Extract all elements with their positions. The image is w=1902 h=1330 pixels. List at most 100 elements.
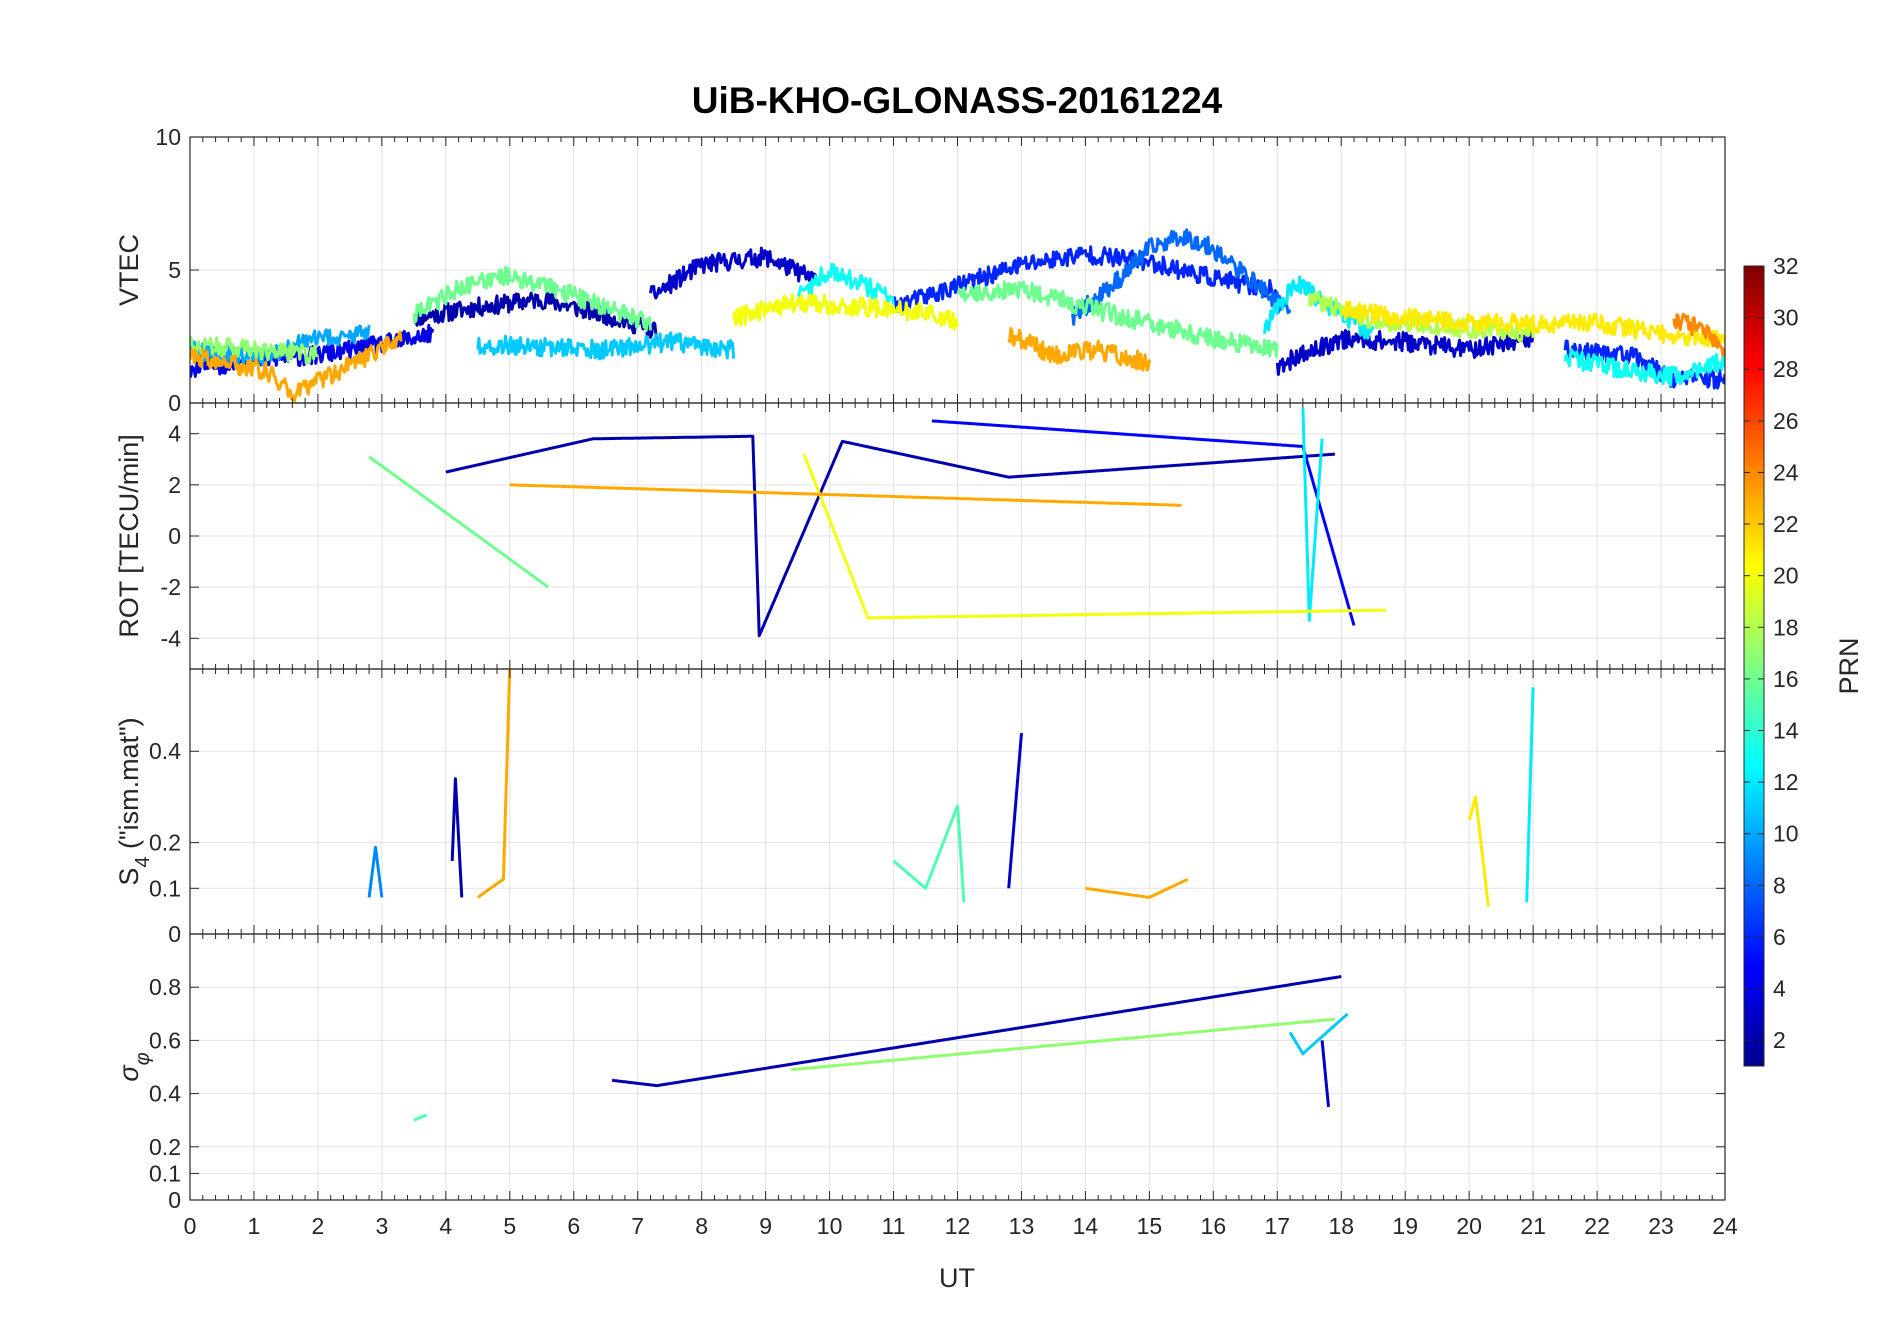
y-tick-label: 4 <box>168 421 181 447</box>
series-line-prn3 <box>1320 1040 1330 1108</box>
y-tick-label: 0.1 <box>149 875 181 901</box>
panel-3: 00.10.20.4S4 ("ism.mat") <box>114 668 1726 947</box>
x-tick-label: 24 <box>1712 1213 1738 1239</box>
y-tick-label: 0 <box>168 1187 181 1213</box>
colorbar-tick-label: 30 <box>1773 305 1799 331</box>
series-line-prn20 <box>802 453 1387 620</box>
series-line-prn17 <box>190 336 320 365</box>
series-line-prn3 <box>1275 327 1535 376</box>
x-tick-label: 6 <box>567 1213 580 1239</box>
series-line-prn2 <box>412 291 659 341</box>
panel-data <box>367 669 1535 907</box>
series-line-prn2 <box>611 975 1342 1088</box>
series-line-prn10 <box>190 324 371 367</box>
y-tick-label: 0 <box>168 523 181 549</box>
y-tick-label: 0.6 <box>149 1027 181 1053</box>
colorbar-gradient <box>1743 265 1765 1067</box>
series-line-prn20 <box>732 293 959 331</box>
series-line-prn15 <box>892 804 966 903</box>
series-line-prn23 <box>190 330 403 403</box>
series-line-prn13 <box>1563 348 1725 387</box>
colorbar-tick-label: 32 <box>1773 253 1799 279</box>
series-line-prn12 <box>1301 408 1324 622</box>
x-tick-label: 5 <box>503 1213 516 1239</box>
series-line-prn23 <box>509 483 1182 507</box>
colorbar-tick-label: 12 <box>1773 769 1799 795</box>
chart-title: UiB-KHO-GLONASS-20161224 <box>692 80 1223 121</box>
series-line-prn2 <box>445 434 1336 638</box>
y-axis-label-main: VTEC <box>114 234 144 306</box>
y-axis-label-main: ROT [TECU/min] <box>114 434 144 638</box>
y-axis-label-sub: φ <box>132 1052 154 1065</box>
panel-data <box>368 408 1387 638</box>
panel-data <box>413 975 1349 1122</box>
series-line-prn8 <box>1071 228 1292 326</box>
panel-grid <box>189 934 1726 1201</box>
x-tick-label: 20 <box>1456 1213 1482 1239</box>
x-tick-label: 8 <box>695 1213 708 1239</box>
series-line-prn11 <box>1288 1012 1349 1056</box>
x-tick-label: 14 <box>1073 1213 1099 1239</box>
y-tick-label: 0.1 <box>149 1160 181 1186</box>
y-axis-label: VTEC <box>114 234 144 306</box>
y-tick-label: 0.2 <box>149 830 181 856</box>
x-tick-label: 16 <box>1201 1213 1227 1239</box>
colorbar-tick-label: 4 <box>1773 976 1786 1002</box>
series-line-prn5 <box>931 419 1356 626</box>
x-tick-label: 18 <box>1328 1213 1354 1239</box>
y-tick-label: 0.4 <box>149 738 181 764</box>
panel-data <box>190 228 1725 403</box>
panel-grid <box>189 403 1726 669</box>
x-tick-label: 2 <box>312 1213 325 1239</box>
panel-2: -4 -2 0 2 4 ROT [TECU/min] <box>114 402 1726 670</box>
series-line-prn16 <box>412 265 652 332</box>
colorbar-tick-label: 18 <box>1773 614 1799 640</box>
panel-ticks: 0 5 10 <box>155 124 1726 416</box>
series-line-prn2 <box>450 777 464 898</box>
x-tick-labels: 0 1 2 3 4 5 6 7 8 9 10 11 12 13 14 15 16 17 18 19 20 21 22 23 24 <box>184 1213 1738 1239</box>
y-tick-label: -4 <box>161 625 182 651</box>
colorbar-tick-label: 20 <box>1773 563 1799 589</box>
series-line-prn17 <box>791 1017 1336 1072</box>
series-line-prn23 <box>476 669 512 899</box>
x-tick-label: 9 <box>759 1213 772 1239</box>
series-line-prn9 <box>367 845 384 898</box>
panel-4: 00.10.2 0.4 0.6 0.8 σφ <box>114 933 1726 1213</box>
series-line-prn15 <box>413 1113 428 1122</box>
y-axis-label-main: S <box>114 868 144 886</box>
y-tick-label: 5 <box>168 257 181 283</box>
x-tick-label: 21 <box>1520 1213 1546 1239</box>
y-tick-label: 0 <box>168 390 181 416</box>
panel-ticks: -4 -2 0 2 4 <box>161 403 1726 669</box>
colorbar-tick-label: 26 <box>1773 408 1799 434</box>
series-line-prn23 <box>1085 877 1189 899</box>
series-line-prn21 <box>1467 795 1490 907</box>
series-line-prn6 <box>892 245 1279 315</box>
x-tick-label: 15 <box>1137 1213 1163 1239</box>
y-axis-label-main: σ <box>114 1064 144 1082</box>
x-tick-label: 3 <box>375 1213 388 1239</box>
colorbar-tick-label: 8 <box>1773 872 1786 898</box>
panel-grid <box>189 136 1726 404</box>
panel-ticks: 00.10.2 0.4 0.6 0.8 <box>149 934 1726 1213</box>
panel-ticks: 0 0.1 0.2 0.4 <box>149 669 1726 947</box>
y-axis-label: σφ <box>114 1052 154 1081</box>
y-axis-label: ROT [TECU/min] <box>114 434 144 638</box>
colorbar-tick-label: 22 <box>1773 511 1799 537</box>
x-tick-label: 7 <box>631 1213 644 1239</box>
colorbar-tick-label: 28 <box>1773 356 1799 382</box>
colorbar-tick-label: 16 <box>1773 666 1799 692</box>
y-tick-label: 0 <box>168 921 181 947</box>
series-line-prn16 <box>957 280 1279 358</box>
y-tick-label: 0.2 <box>149 1134 181 1160</box>
panel-grid <box>189 669 1726 935</box>
y-axis-label-suffix: ("ism.mat") <box>114 717 144 856</box>
x-tick-label: 13 <box>1009 1213 1035 1239</box>
x-tick-label: 17 <box>1264 1213 1290 1239</box>
y-tick-label: 0.8 <box>149 974 181 1000</box>
x-tick-label: 4 <box>439 1213 452 1239</box>
colorbar-tick-label: 6 <box>1773 924 1786 950</box>
x-tick-label: 10 <box>817 1213 843 1239</box>
